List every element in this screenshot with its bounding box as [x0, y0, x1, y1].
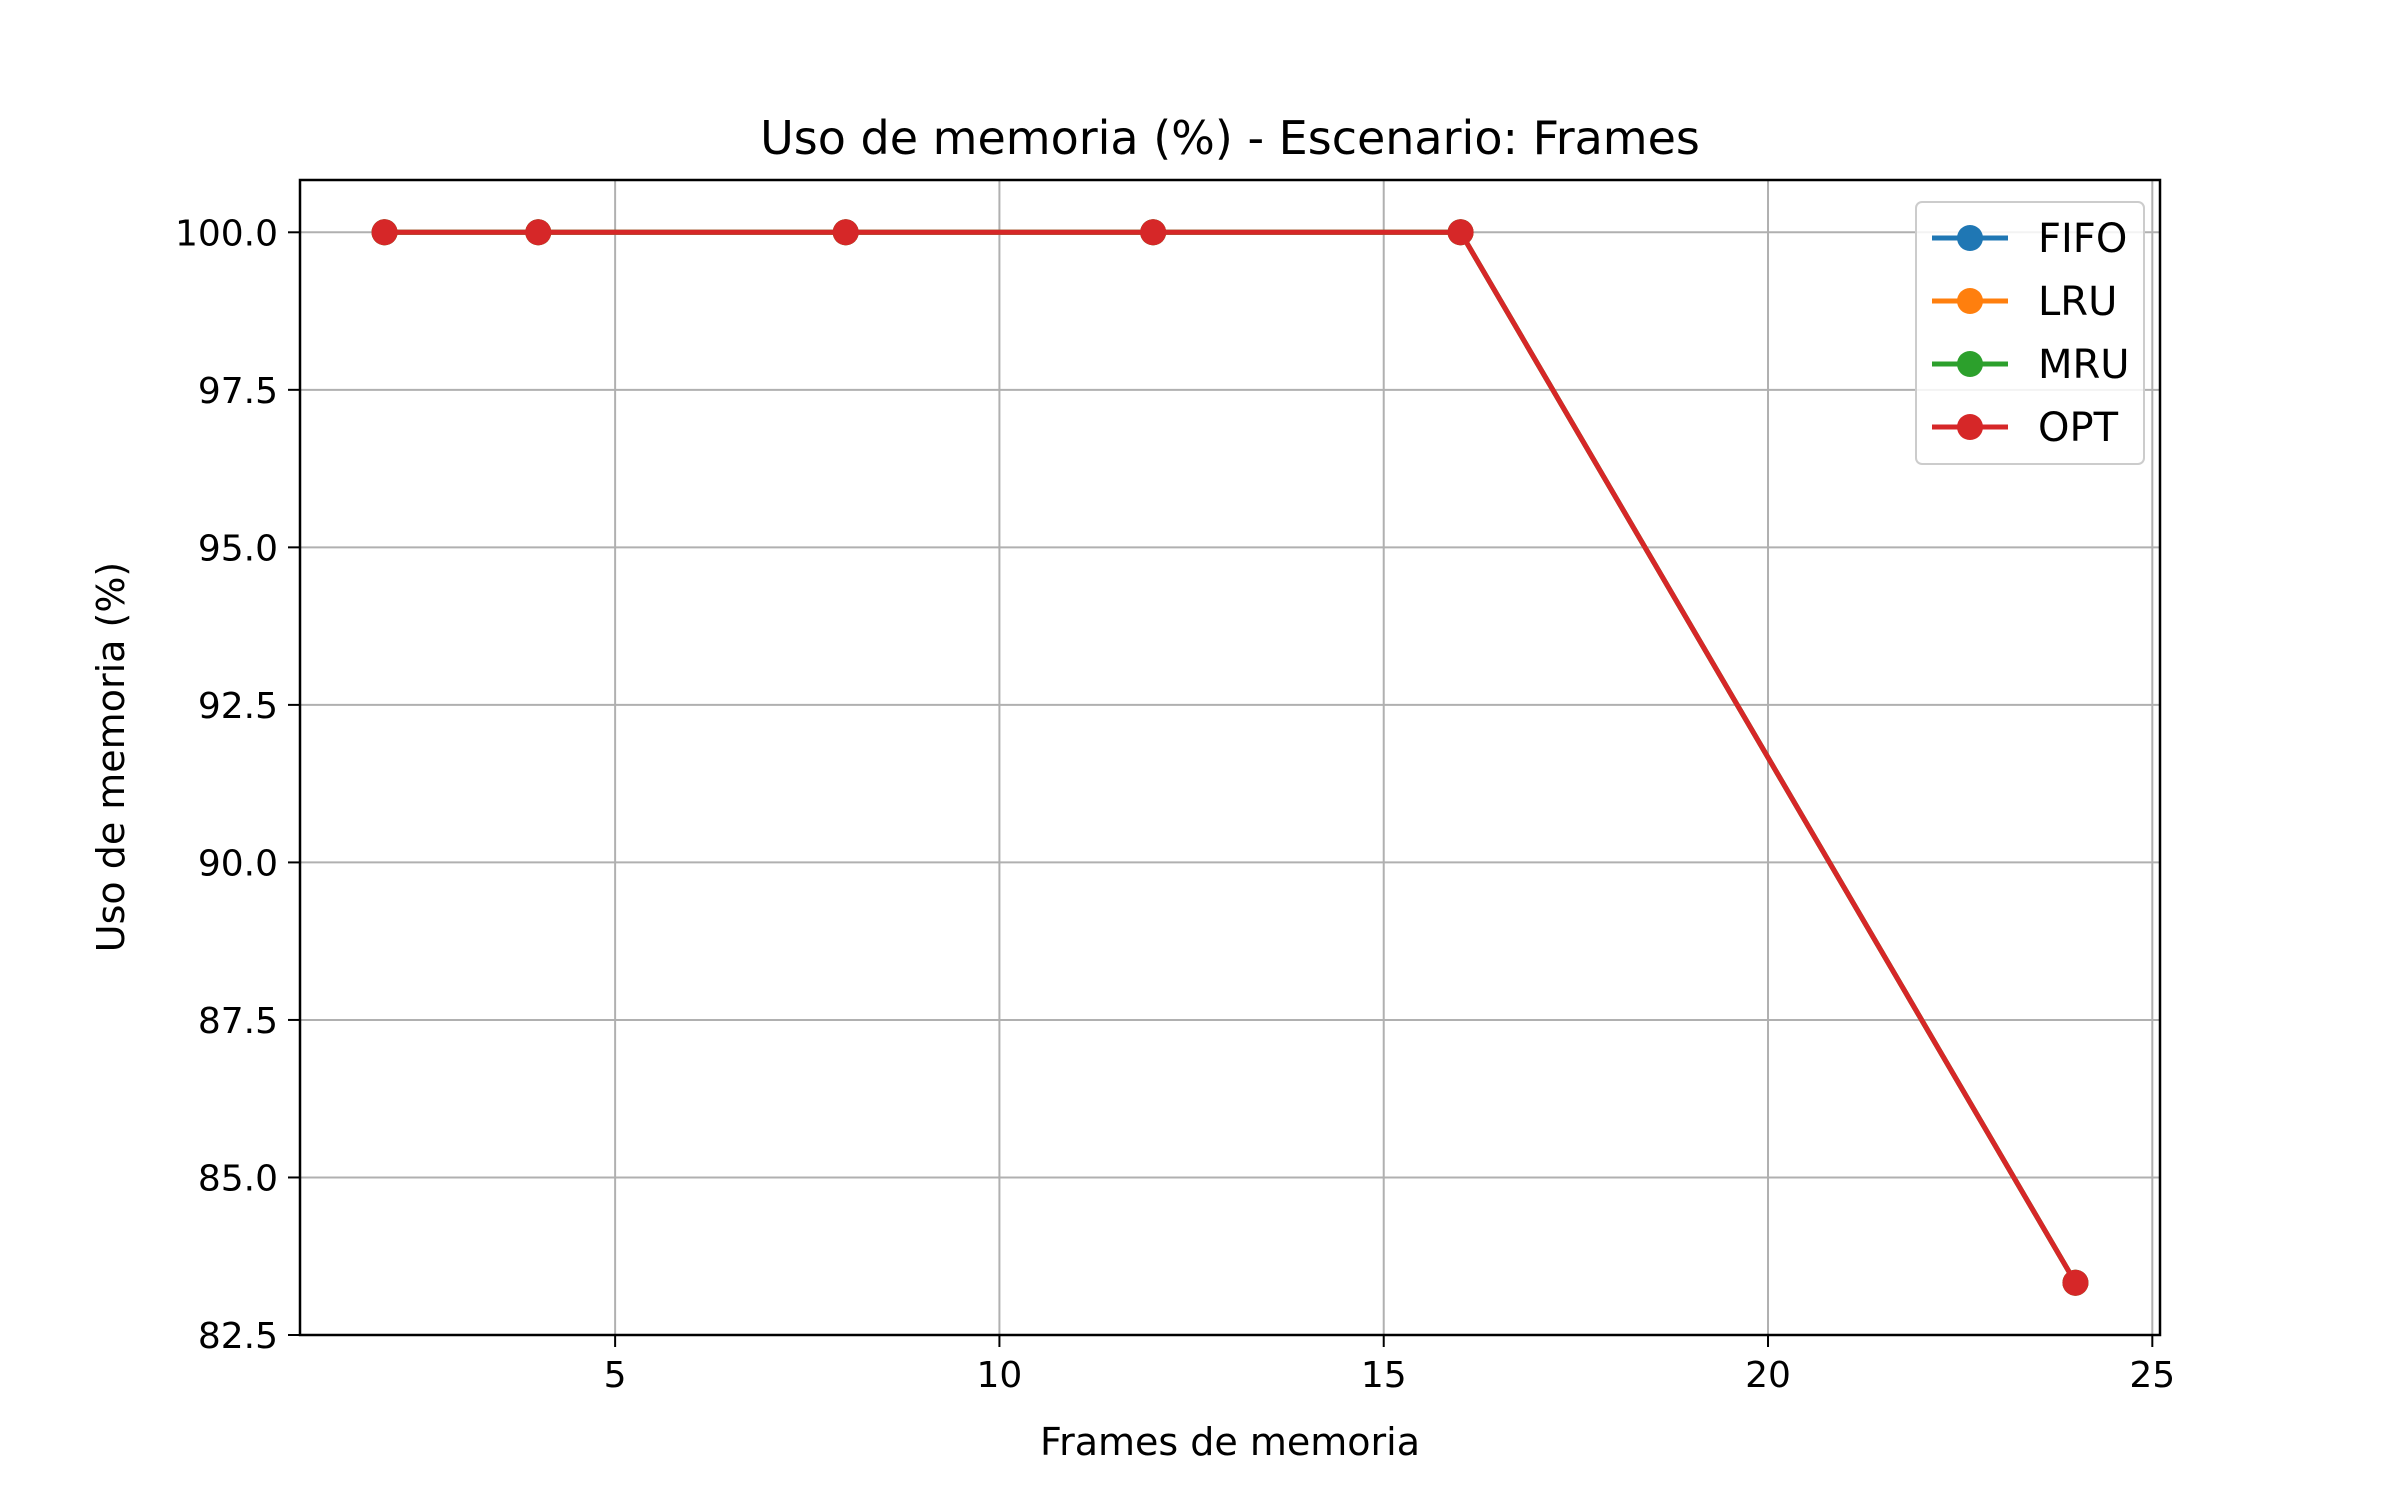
x-tick-label: 10: [977, 1355, 1023, 1396]
legend-marker-fifo: [1957, 225, 1983, 251]
x-tick-label: 25: [2129, 1355, 2175, 1396]
y-tick-label: 85.0: [198, 1158, 278, 1199]
legend: FIFO LRU MRU OPT: [1915, 201, 2145, 465]
data-point-opt: [1447, 219, 1474, 246]
y-tick-label: 90.0: [198, 843, 278, 884]
x-tick-label: 5: [604, 1355, 627, 1396]
series-line-opt: [384, 229, 2078, 1284]
legend-marker-lru: [1957, 288, 1983, 314]
legend-label-opt: OPT: [2038, 405, 2119, 451]
x-axis-label: Frames de memoria: [1040, 1420, 1420, 1464]
plot-frame: [298, 178, 2162, 1337]
grid-lines: [300, 180, 2160, 1336]
legend-label-mru: MRU: [2038, 342, 2130, 388]
legend-item-mru: MRU: [1932, 342, 2130, 388]
y-tick-label: 97.5: [198, 371, 278, 412]
legend-item-fifo: FIFO: [1932, 216, 2127, 262]
chart-title: Uso de memoria (%) - Escenario: Frames: [760, 111, 1700, 165]
legend-label-fifo: FIFO: [2038, 216, 2127, 262]
data-point-opt: [2062, 1269, 2089, 1296]
legend-marker-opt: [1957, 414, 1983, 440]
x-tick-label: 20: [1745, 1355, 1791, 1396]
legend-label-lru: LRU: [2038, 279, 2117, 325]
series-opt: [371, 219, 2089, 1296]
plot-area: [300, 180, 2160, 1335]
legend-box: [1915, 201, 2145, 465]
y-axis-label: Uso de memoria (%): [89, 562, 133, 952]
data-point-opt: [832, 219, 859, 246]
y-tick-label: 100.0: [175, 213, 278, 254]
legend-item-lru: LRU: [1932, 279, 2117, 325]
y-tick-label: 95.0: [198, 528, 278, 569]
legend-item-opt: OPT: [1932, 405, 2119, 451]
data-point-opt: [1140, 219, 1167, 246]
data-point-opt: [371, 219, 398, 246]
data-point-opt: [525, 219, 552, 246]
y-tick-label: 87.5: [198, 1001, 278, 1042]
y-tick-label: 92.5: [198, 686, 278, 727]
axis-ticks: 5 10 15 20 25 82.5 85.0 87.5 90.0 92.5 95.0 97.5 100…: [175, 213, 2175, 1396]
series-layer: [371, 219, 2089, 1296]
legend-marker-mru: [1957, 351, 1983, 377]
y-tick-label: 82.5: [198, 1316, 278, 1357]
x-tick-label: 15: [1361, 1355, 1407, 1396]
